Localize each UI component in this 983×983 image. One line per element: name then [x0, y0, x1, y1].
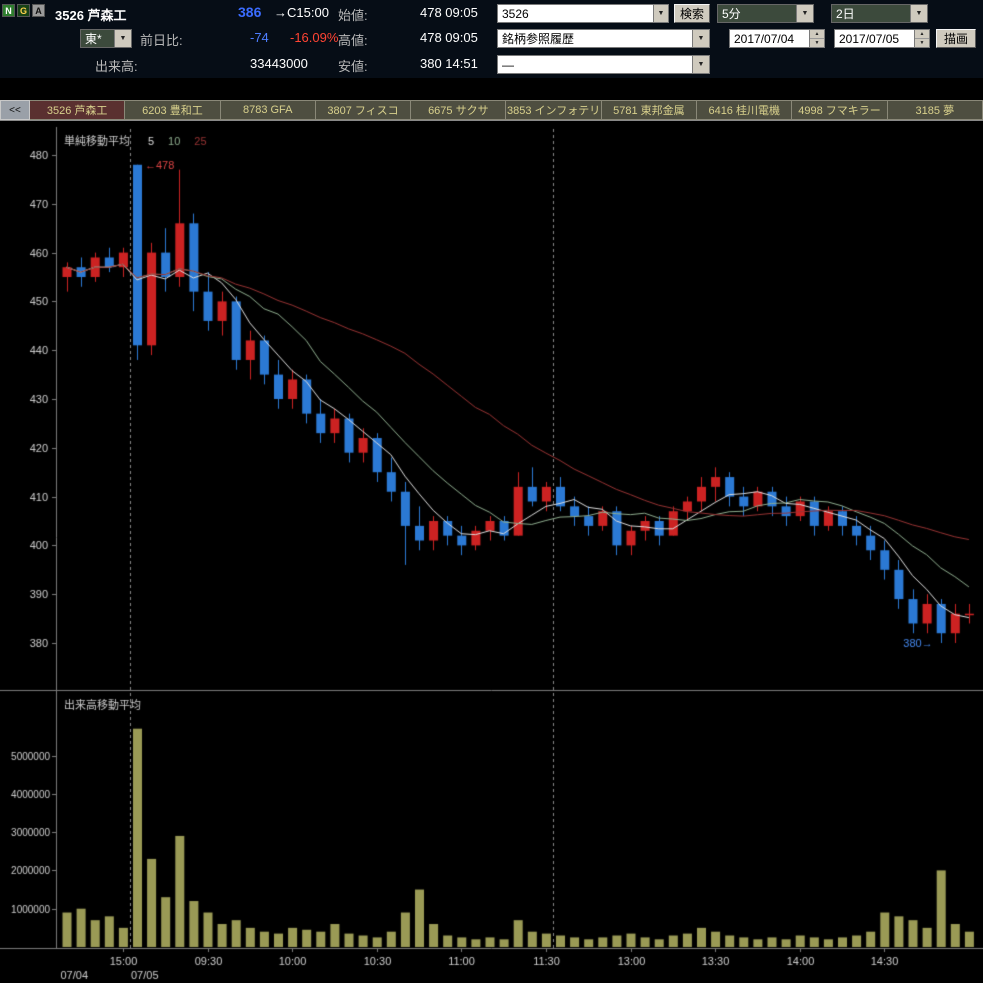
spin-up-icon[interactable]: ▲ [915, 30, 929, 39]
spin-down-icon[interactable]: ▼ [810, 39, 824, 47]
spin-down-icon[interactable]: ▼ [915, 39, 929, 47]
indicator-select[interactable]: — ▼ [497, 55, 710, 74]
market-select[interactable]: 東* ▼ [80, 29, 132, 48]
tab-stock-3[interactable]: 3807 フィスコ [315, 100, 412, 120]
chevron-down-icon[interactable]: ▼ [652, 5, 668, 22]
tab-stock-5[interactable]: 3853 インフォテリ [506, 100, 602, 120]
history-select[interactable]: 銘柄参照履歴 ▼ [497, 29, 710, 48]
spin-up-icon[interactable]: ▲ [810, 30, 824, 39]
range-select[interactable]: 2日 ▼ [831, 4, 928, 23]
app-badge-n: N [2, 4, 15, 17]
search-button[interactable]: 検索 [674, 4, 710, 23]
volume-value: 33443000 [250, 56, 308, 71]
tab-stock-4[interactable]: 6675 サクサ [411, 100, 507, 120]
change-percent: -16.09% [290, 30, 339, 45]
chevron-down-icon[interactable]: ▼ [114, 30, 131, 47]
tab-stock-8[interactable]: 4998 フマキラー [792, 100, 888, 120]
volume-label: 出来高: [95, 59, 138, 74]
change-label: 前日比: [140, 33, 183, 48]
open-value: 478 09:05 [420, 5, 478, 20]
date-spinner[interactable]: ▲ ▼ [809, 30, 824, 47]
low-value: 380 14:51 [420, 56, 478, 71]
low-label: 安値: [338, 59, 368, 74]
high-value: 478 09:05 [420, 30, 478, 45]
tab-stock-9[interactable]: 3185 夢 [887, 100, 983, 120]
change-value: -74 [250, 30, 269, 45]
symbol-title: 3526 芦森工 [55, 8, 127, 23]
header-chart-spacer [0, 78, 983, 100]
app-badge-g: G [17, 4, 30, 17]
tab-stock-1[interactable]: 6203 豊和工 [125, 100, 221, 120]
symbol-search-combobox[interactable]: ▼ [497, 4, 669, 23]
app-badge-a: A [32, 4, 45, 17]
header: N G A 3526 芦森工 386 →C15:00 始値: 478 09:05… [0, 0, 983, 78]
high-label: 高値: [338, 33, 368, 48]
chevron-down-icon[interactable]: ▼ [796, 5, 813, 22]
symbol-search-input[interactable] [498, 5, 653, 22]
chevron-down-icon[interactable]: ▼ [692, 56, 709, 73]
tab-stock-0[interactable]: 3526 芦森工 [30, 100, 126, 120]
tabs-scroll-left-button[interactable]: << [0, 100, 30, 120]
watchlist-tabbar: << 3526 芦森工 6203 豊和工 8783 GFA 3807 フィスコ … [0, 100, 983, 121]
chevron-down-icon[interactable]: ▼ [692, 30, 709, 47]
tab-stock-2[interactable]: 8783 GFA [220, 100, 316, 120]
open-label: 始値: [338, 8, 368, 23]
candlestick-volume-chart[interactable] [0, 121, 983, 983]
date-from-field[interactable]: 2017/07/04 ▲ ▼ [729, 29, 825, 48]
current-price: 386 [238, 4, 262, 20]
period-select[interactable]: 5分 ▼ [717, 4, 814, 23]
tab-stock-6[interactable]: 5781 東邦金属 [601, 100, 698, 120]
date-to-field[interactable]: 2017/07/05 ▲ ▼ [834, 29, 930, 48]
chevron-down-icon[interactable]: ▼ [910, 5, 927, 22]
close-marker: →C15:00 [274, 5, 329, 20]
draw-button[interactable]: 描画 [936, 29, 976, 48]
date-spinner[interactable]: ▲ ▼ [914, 30, 929, 47]
tab-stock-7[interactable]: 6416 桂川電機 [697, 100, 793, 120]
